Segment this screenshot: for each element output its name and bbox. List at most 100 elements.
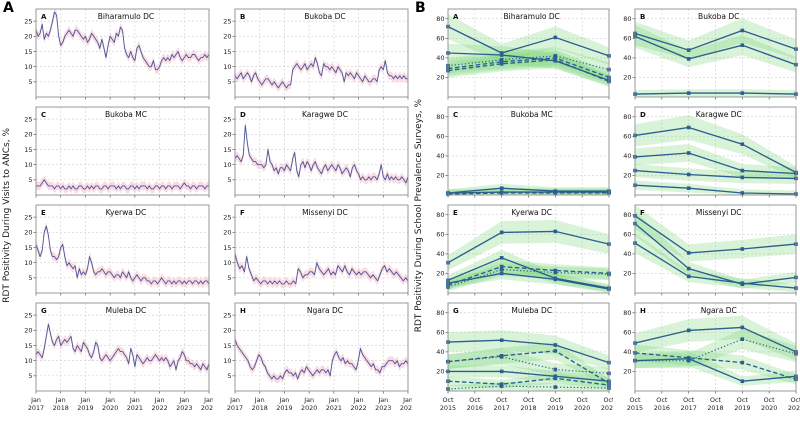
subplot-canvas: 5 10 15 20 25 E Kyerwa DC [24,204,210,296]
data-point-marker [686,125,691,130]
x-tick-label: Jan [203,396,213,404]
y-tick-label: 10 [223,357,231,365]
x-tick-label: 2019 [276,404,292,412]
subplot-letter: A [453,13,459,21]
x-tick-label: Oct [442,396,454,404]
subplot-canvas: 20 40 60 80 C Bukoba MC [436,106,611,198]
confidence-band [235,249,408,289]
y-tick-label: 20 [623,74,631,82]
y-tick-label: 60 [623,329,631,337]
y-tick-label: 40 [623,54,631,62]
x-tick-label: 2023 [375,404,391,412]
panel-b-label: B [415,0,426,16]
confidence-band [448,348,609,380]
x-tick-label: 2020 [574,404,590,412]
subplot-a-muleba-dc: 5 10 15 20 25 G Muleba DC Jan 2017 Jan 2018 Jan 2019… [14,300,213,417]
subplot-letter: C [453,111,458,119]
y-tick-label: 80 [623,211,631,219]
y-tick-label: 25 [24,17,32,25]
series-line-dashed [634,352,797,380]
x-tick-label: Oct [737,396,749,404]
subplot-letter: D [240,111,246,119]
subplot-canvas: 5 10 15 20 25 C Bukoba MC [24,106,210,198]
x-tick-label: Jan [104,396,115,404]
x-tick-label: Oct [603,396,613,404]
series-line-solid [448,370,610,382]
data-point-marker [686,356,691,360]
subplot-b-karagwe-dc: 20 40 60 80 D Karagwe DC [613,104,800,202]
x-tick-label: Oct [656,396,668,404]
series-line-dotted [447,268,610,288]
y-tick-label: 25 [24,311,32,319]
y-tick-label: 80 [436,113,444,121]
y-tick-label: 5 [227,372,231,380]
data-point-marker [553,385,558,389]
series-line-dashed [447,59,610,83]
series-line [35,323,210,371]
subplot-canvas: 5 10 15 20 25 F Missenyi DC [223,204,409,296]
subplot-canvas: 20 40 60 80 F Missenyi DC [623,204,798,296]
subplot-title: Missenyi DC [696,208,742,217]
x-tick-label: 2018 [520,404,536,412]
x-tick-label: 2020 [761,404,777,412]
series-line-dashed [447,57,610,79]
y-tick-label: 5 [227,78,231,86]
data-point-marker [553,56,558,60]
confidence-band [448,382,609,391]
subplot-a-bukoba-mc: 5 10 15 20 25 C Bukoba MC [14,104,213,202]
subplot-title: Kyerwa DC [106,208,147,217]
subplot-title: Bukoba MC [105,110,147,119]
y-tick-label: 5 [28,78,32,86]
y-tick-label: 80 [436,15,444,23]
subplot-b-biharamulo-dc: 20 40 60 80 A Biharamulo DC [426,6,613,104]
subplot-title: Muleba DC [106,306,147,315]
subplot-letter: F [240,209,245,217]
data-point-marker [499,186,504,190]
x-tick-label: Oct [683,396,695,404]
data-point-marker [553,35,558,40]
y-tick-label: 10 [223,63,231,71]
series-line-solid [634,184,797,195]
plot-border [234,106,409,196]
y-tick-label: 25 [223,115,231,123]
subplot-canvas: 5 10 15 20 25 B Bukoba DC [223,8,409,100]
data-point-marker [553,343,558,347]
x-tick-label: Oct [523,396,535,404]
y-tick-label: 40 [436,54,444,62]
confidence-band [36,222,209,289]
series-line [234,124,409,184]
data-point-marker [553,376,558,381]
data-point-marker [740,43,745,47]
series-line [36,179,209,190]
subplot-canvas: 5 10 15 20 25 D Karagwe DC [223,106,409,198]
subplot-canvas: 20 40 60 80 D Karagwe DC [623,106,798,198]
plot-border [634,204,797,294]
subplot-title: Bukoba DC [698,12,739,21]
subplot-canvas: 20 40 60 80 B Bukoba DC [623,8,798,100]
x-tick-label: 2015 [440,404,456,412]
y-tick-label: 20 [623,270,631,278]
x-tick-label: Jan [178,396,189,404]
x-tick-label: 2017 [494,404,510,412]
confidence-band [448,51,609,87]
x-tick-label: 2024 [201,404,213,412]
series-line-solid [634,169,797,180]
data-point-marker [686,91,691,95]
data-point-marker [499,271,504,276]
panel-a-grid: 5 10 15 20 25 A Biharamulo DC 5 10 15 20 25 B Bukoba … [14,6,412,425]
x-tick-label: Oct [790,396,800,404]
y-tick-label: 20 [24,131,32,139]
x-tick-label: 2016 [467,404,483,412]
subplot-b-kyerwa-dc: 20 40 60 80 E Kyerwa DC [426,202,613,300]
data-point-marker [686,358,691,363]
x-tick-label: 2020 [102,404,118,412]
y-tick-label: 10 [223,161,231,169]
x-tick-label: 2017 [227,404,243,412]
y-tick-label: 60 [623,133,631,141]
x-tick-label: 2022 [350,404,366,412]
plot-border [234,204,409,294]
series-line-solid [634,35,797,66]
data-point-marker [686,151,691,155]
x-tick-label: Jan [154,396,165,404]
